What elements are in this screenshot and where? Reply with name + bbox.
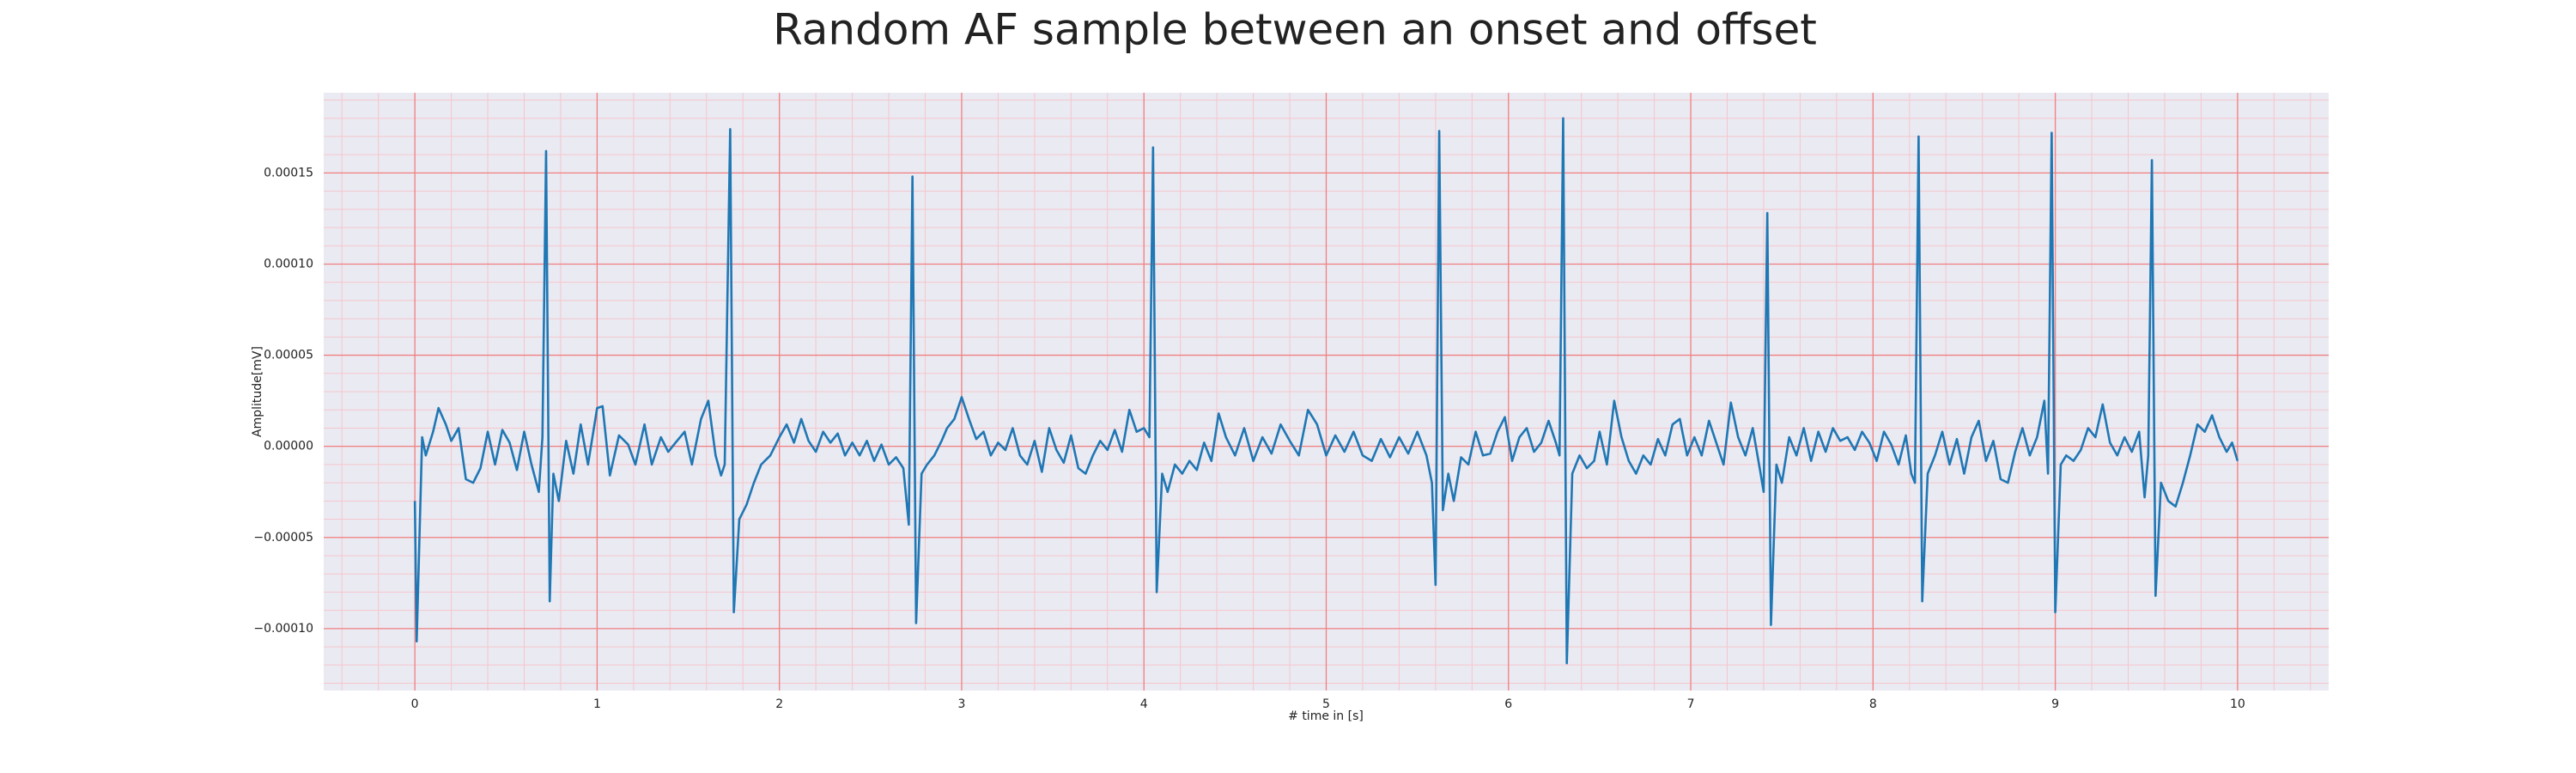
x-tick-label: 6 xyxy=(1504,697,1512,711)
y-tick-label: 0.00010 xyxy=(264,257,313,271)
series xyxy=(413,117,2239,665)
x-tick-label: 10 xyxy=(2230,697,2245,711)
y-tick-label: 0.00000 xyxy=(264,440,313,453)
x-tick-label: 3 xyxy=(957,697,965,711)
x-tick-label: 2 xyxy=(775,697,783,711)
x-tick-label: 1 xyxy=(593,697,601,711)
y-tick-label: −0.00005 xyxy=(253,531,313,545)
x-tick-label: 5 xyxy=(1322,697,1330,711)
x-axis-label: # time in [s] xyxy=(1288,709,1364,723)
x-tick-label: 0 xyxy=(411,697,419,711)
line-series xyxy=(413,117,2239,665)
x-tick-label: 4 xyxy=(1140,697,1148,711)
chart-title: Random AF sample between an onset and of… xyxy=(773,5,1817,55)
y-axis-label: Amplitude[mV] xyxy=(251,346,264,437)
x-tick-label: 7 xyxy=(1687,697,1695,711)
y-tick-label: −0.00010 xyxy=(253,622,313,636)
y-tick-label: 0.00015 xyxy=(264,166,313,180)
x-tick-label: 9 xyxy=(2051,697,2059,711)
y-tick-label: 0.00005 xyxy=(264,349,313,362)
x-tick-label: 8 xyxy=(1869,697,1877,711)
